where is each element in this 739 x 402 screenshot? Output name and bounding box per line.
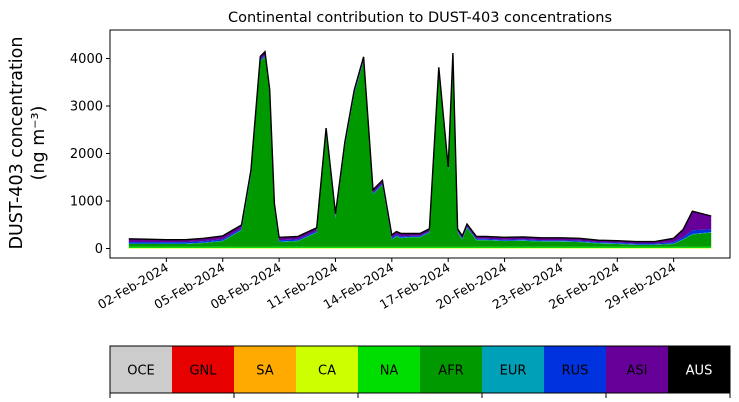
y-tick-label: 4000 <box>70 52 103 67</box>
legend-label-gnl: GNL <box>189 364 217 379</box>
stacked-areas <box>128 51 712 249</box>
legend-swatch-asi <box>606 346 669 393</box>
legend-label-sa: SA <box>256 364 273 379</box>
y-tick-label: 0 <box>95 242 103 257</box>
legend-label-na: NA <box>380 364 399 379</box>
chart-title: Continental contribution to DUST-403 con… <box>228 10 612 26</box>
total-concentration-line <box>128 50 712 243</box>
legend-swatch-ca <box>296 346 359 393</box>
legend-swatch-gnl <box>172 346 235 393</box>
legend-label-rus: RUS <box>562 364 589 379</box>
y-tick-label: 2000 <box>70 147 103 162</box>
y-axis-ticks: 0 1000 2000 3000 4000 <box>70 52 110 257</box>
area-rus <box>128 54 712 245</box>
y-axis-label-line2: (ng m⁻³) <box>29 106 49 181</box>
y-tick-label: 1000 <box>70 195 103 210</box>
legend-label-aus: AUS <box>686 364 713 379</box>
area-na <box>128 246 712 248</box>
y-tick-label: 3000 <box>70 100 103 115</box>
continent-colorbar-legend: OCE GNL SA CA NA AFR EUR RUS ASI AUS <box>109 345 731 398</box>
legend-swatch-oce <box>110 346 173 393</box>
area-ca <box>128 248 712 249</box>
legend-swatch-afr <box>420 346 483 393</box>
legend-swatch-eur <box>482 346 545 393</box>
legend-label-afr: AFR <box>438 364 463 379</box>
legend-label-oce: OCE <box>127 364 155 379</box>
plot-frame <box>109 29 731 259</box>
y-axis-label-line1: DUST-403 concentration <box>7 37 27 250</box>
legend-label-asi: ASI <box>627 364 648 379</box>
legend-label-ca: CA <box>318 364 336 379</box>
legend-swatch-rus <box>544 346 607 393</box>
legend-frame <box>109 345 731 394</box>
x-axis-ticks: 02-Feb-202405-Feb-202408-Feb-202411-Feb-… <box>95 258 678 312</box>
legend-swatch-na <box>358 346 421 393</box>
area-eur <box>128 56 712 245</box>
area-afr <box>128 56 712 247</box>
y-axis-label: DUST-403 concentration (ng m⁻³) <box>7 37 49 250</box>
area-asi <box>128 51 712 244</box>
area-aus <box>128 51 712 242</box>
legend-swatch-aus <box>668 346 731 393</box>
legend-label-eur: EUR <box>500 364 527 379</box>
legend-swatch-sa <box>234 346 297 393</box>
